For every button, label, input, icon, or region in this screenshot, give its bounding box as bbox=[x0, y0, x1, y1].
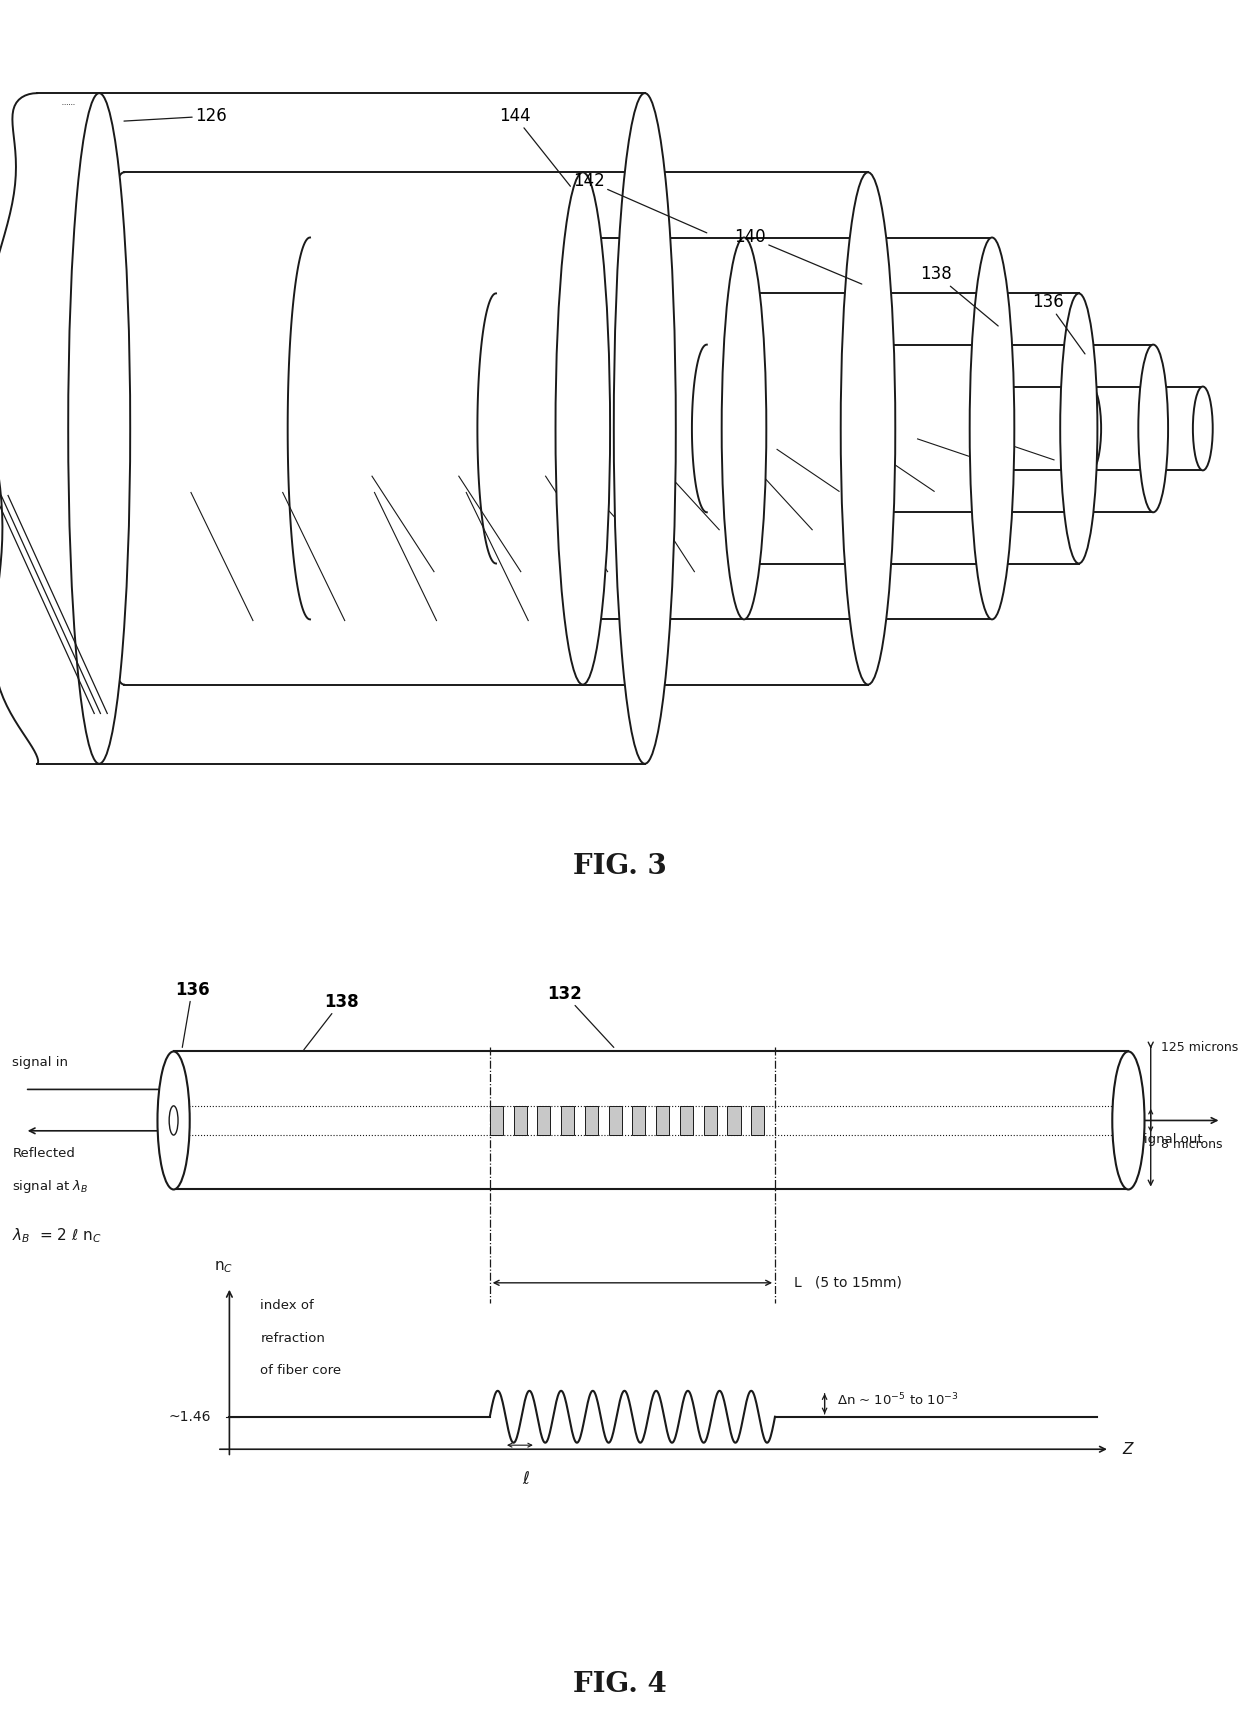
Text: signal in: signal in bbox=[12, 1056, 68, 1070]
Bar bbox=[490, 1106, 503, 1135]
Text: FIG. 4: FIG. 4 bbox=[573, 1671, 667, 1699]
FancyBboxPatch shape bbox=[310, 238, 744, 619]
Text: 144: 144 bbox=[498, 108, 570, 186]
Text: Z: Z bbox=[1122, 1442, 1132, 1456]
Text: Reflected: Reflected bbox=[12, 1147, 76, 1160]
Ellipse shape bbox=[1138, 345, 1168, 513]
Text: 140: 140 bbox=[734, 229, 862, 284]
Text: refraction: refraction bbox=[260, 1331, 325, 1345]
Text: index of: index of bbox=[260, 1299, 314, 1313]
Ellipse shape bbox=[1112, 1051, 1145, 1189]
Text: 132: 132 bbox=[547, 984, 614, 1048]
FancyBboxPatch shape bbox=[37, 92, 99, 764]
FancyBboxPatch shape bbox=[868, 386, 1091, 470]
Text: FIG. 3: FIG. 3 bbox=[573, 853, 667, 880]
Bar bbox=[680, 1106, 693, 1135]
Text: 138: 138 bbox=[304, 993, 358, 1049]
Bar bbox=[585, 1106, 598, 1135]
Ellipse shape bbox=[68, 92, 130, 764]
Ellipse shape bbox=[722, 238, 766, 619]
Text: $\ell$: $\ell$ bbox=[522, 1470, 531, 1487]
Text: 126: 126 bbox=[124, 108, 227, 125]
Ellipse shape bbox=[841, 173, 895, 685]
Ellipse shape bbox=[1060, 294, 1097, 564]
Text: $\Delta$n ~ 10$^{-5}$ to 10$^{-3}$: $\Delta$n ~ 10$^{-5}$ to 10$^{-3}$ bbox=[837, 1391, 959, 1408]
Ellipse shape bbox=[970, 238, 1014, 619]
Text: 138: 138 bbox=[920, 265, 998, 326]
Bar bbox=[704, 1106, 717, 1135]
Text: 142: 142 bbox=[573, 173, 707, 232]
Bar bbox=[751, 1106, 764, 1135]
Text: signal at $\lambda_B$: signal at $\lambda_B$ bbox=[12, 1178, 89, 1195]
FancyBboxPatch shape bbox=[707, 345, 992, 513]
Text: $\lambda_B$  = 2 $\ell$ n$_C$: $\lambda_B$ = 2 $\ell$ n$_C$ bbox=[12, 1225, 102, 1244]
Text: 136: 136 bbox=[1032, 294, 1085, 354]
Ellipse shape bbox=[157, 1051, 190, 1189]
Bar bbox=[513, 1106, 527, 1135]
Text: of fiber core: of fiber core bbox=[260, 1364, 341, 1377]
Ellipse shape bbox=[849, 294, 887, 564]
FancyBboxPatch shape bbox=[124, 173, 583, 685]
Ellipse shape bbox=[169, 1106, 179, 1135]
Text: signal out: signal out bbox=[1137, 1133, 1203, 1145]
Ellipse shape bbox=[556, 173, 610, 685]
Text: 136: 136 bbox=[175, 981, 210, 1048]
Bar bbox=[537, 1106, 551, 1135]
Text: ~1.46: ~1.46 bbox=[169, 1410, 211, 1424]
Bar bbox=[609, 1106, 621, 1135]
Ellipse shape bbox=[977, 345, 1007, 513]
Bar bbox=[560, 1106, 574, 1135]
FancyBboxPatch shape bbox=[496, 294, 868, 564]
Bar bbox=[632, 1106, 646, 1135]
Bar bbox=[656, 1106, 670, 1135]
Ellipse shape bbox=[1193, 386, 1213, 470]
Ellipse shape bbox=[614, 92, 676, 764]
Bar bbox=[728, 1106, 740, 1135]
Ellipse shape bbox=[1081, 386, 1101, 470]
Text: n$_C$: n$_C$ bbox=[213, 1260, 233, 1275]
Text: 125 microns: 125 microns bbox=[1161, 1041, 1238, 1054]
Text: 8 microns: 8 microns bbox=[1161, 1138, 1223, 1152]
Text: L   (5 to 15mm): L (5 to 15mm) bbox=[794, 1277, 901, 1290]
